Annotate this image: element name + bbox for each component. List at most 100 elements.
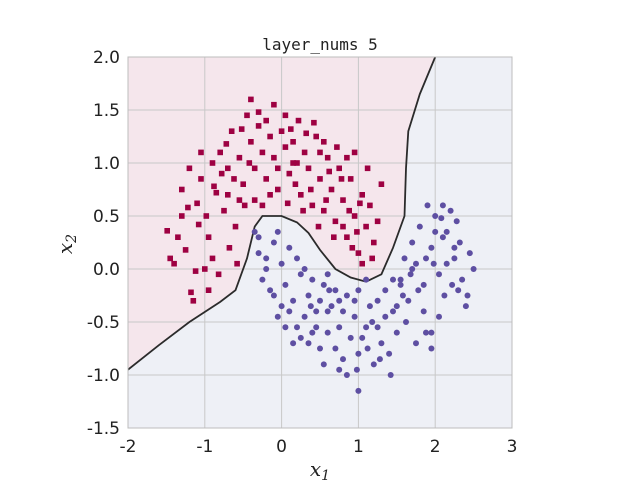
data-point-class0: [301, 149, 308, 156]
data-point-class0: [282, 144, 289, 150]
data-point-class0: [315, 223, 322, 230]
data-point-class0: [324, 154, 331, 161]
data-point-class0: [321, 207, 327, 214]
y-tick-label: 0.5: [93, 207, 120, 227]
data-point-class1: [351, 313, 358, 320]
data-point-class0: [331, 234, 337, 240]
data-point-class0: [378, 181, 385, 187]
data-point-class1: [309, 276, 316, 283]
data-point-class0: [179, 186, 185, 193]
data-point-class1: [423, 329, 429, 336]
data-point-class0: [182, 247, 189, 253]
x-tick-labels: -2 -1 0 1 2 3: [120, 437, 518, 457]
data-point-class0: [205, 234, 212, 240]
data-point-class0: [255, 109, 262, 115]
data-point-class0: [332, 218, 339, 225]
data-point-class1: [270, 239, 277, 246]
data-point-class0: [175, 234, 181, 240]
data-point-class0: [275, 165, 281, 172]
data-point-class0: [231, 176, 237, 182]
data-point-class1: [387, 372, 394, 378]
data-point-class0: [194, 200, 200, 207]
data-point-class1: [355, 387, 362, 394]
data-point-class1: [416, 223, 423, 230]
data-point-class1: [413, 340, 419, 347]
data-point-class1: [413, 260, 419, 267]
data-point-class1: [441, 292, 448, 299]
plot-area: [127, 56, 513, 429]
data-point-class0: [190, 298, 197, 304]
data-point-class0: [340, 197, 346, 203]
data-point-class1: [301, 313, 308, 320]
data-point-class0: [234, 260, 240, 267]
data-point-class1: [359, 334, 366, 341]
data-point-class1: [336, 324, 343, 331]
data-point-class0: [286, 170, 293, 177]
y-tick-label: 1.5: [93, 101, 120, 121]
data-point-class0: [351, 213, 358, 219]
data-point-class0: [336, 165, 342, 172]
data-point-class1: [390, 308, 396, 315]
x-tick-label: 0: [276, 437, 287, 457]
data-point-class0: [326, 168, 332, 175]
data-point-class1: [364, 345, 371, 352]
data-point-class1: [393, 303, 400, 310]
y-tick-label: -0.5: [87, 313, 120, 333]
data-point-class0: [284, 200, 291, 207]
data-point-class1: [390, 276, 396, 283]
data-point-class0: [359, 260, 365, 267]
data-point-class0: [278, 128, 285, 134]
data-point-class0: [328, 186, 335, 193]
data-point-class0: [344, 234, 350, 240]
data-point-class1: [363, 276, 370, 283]
data-point-class1: [399, 292, 406, 299]
data-point-class1: [297, 271, 304, 278]
data-point-class1: [432, 228, 439, 235]
data-point-class1: [305, 340, 312, 347]
data-point-class1: [282, 324, 289, 331]
data-point-class1: [274, 313, 281, 320]
data-point-class1: [428, 244, 435, 251]
data-point-class1: [336, 297, 343, 304]
data-point-class1: [297, 334, 304, 341]
data-point-class1: [376, 356, 383, 363]
data-point-class1: [343, 292, 350, 299]
data-point-class1: [466, 250, 473, 257]
data-point-class0: [209, 255, 216, 262]
data-point-class0: [311, 119, 317, 126]
data-point-class1: [439, 202, 446, 209]
data-point-class0: [232, 223, 239, 230]
data-point-class0: [344, 154, 350, 161]
data-point-class1: [405, 297, 412, 304]
data-point-class1: [324, 329, 331, 336]
data-point-class0: [271, 154, 277, 161]
data-point-class1: [301, 266, 308, 272]
data-point-class1: [263, 266, 270, 272]
data-point-class0: [185, 204, 191, 211]
data-point-class1: [328, 303, 335, 310]
data-point-class0: [225, 192, 231, 198]
data-point-class0: [215, 271, 222, 278]
data-point-class1: [456, 239, 463, 246]
data-point-class0: [240, 181, 246, 187]
data-point-class0: [347, 176, 354, 182]
data-point-class0: [192, 268, 199, 274]
data-point-class1: [294, 255, 300, 262]
data-point-class1: [278, 303, 285, 310]
data-point-class1: [343, 372, 350, 378]
data-point-class0: [313, 133, 319, 140]
data-point-class1: [423, 255, 429, 262]
data-point-class0: [359, 192, 365, 198]
data-point-class0: [282, 112, 289, 119]
data-point-class1: [382, 287, 389, 294]
data-point-class0: [164, 228, 170, 234]
data-point-class1: [451, 255, 458, 262]
data-point-class1: [374, 297, 381, 304]
data-point-class1: [313, 324, 320, 331]
y-tick-label: -1.0: [87, 366, 120, 386]
data-point-class0: [241, 202, 248, 209]
data-point-class1: [259, 276, 266, 283]
data-point-class0: [188, 289, 194, 296]
data-point-class1: [290, 297, 297, 304]
data-point-class1: [453, 218, 460, 225]
